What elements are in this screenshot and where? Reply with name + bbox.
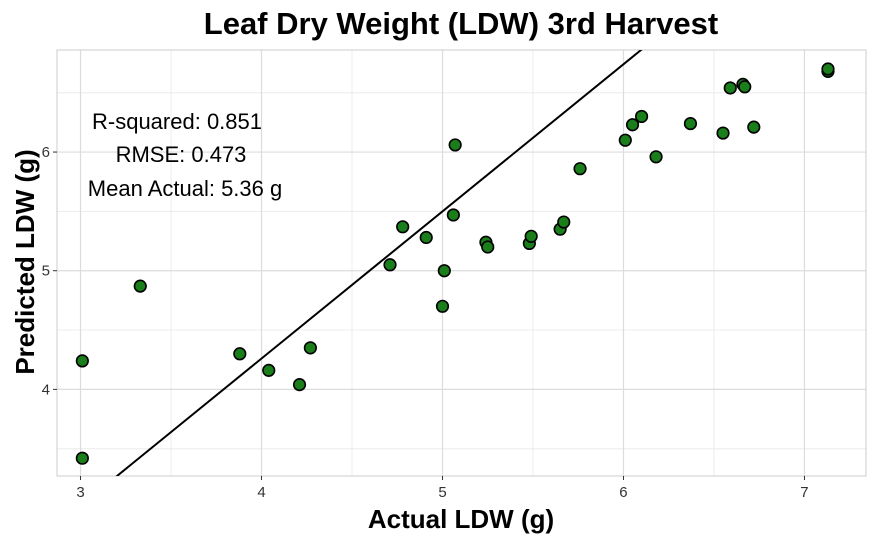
data-point-27 <box>723 81 737 95</box>
data-point-29 <box>738 80 752 94</box>
data-point-3 <box>233 347 247 361</box>
data-point-20 <box>573 162 587 176</box>
data-point-8 <box>396 220 410 234</box>
data-point-30 <box>747 120 761 134</box>
data-point-4 <box>262 363 276 377</box>
plot-area <box>75 50 835 476</box>
annotation-mean-actual: Mean Actual: 5.36 g <box>88 176 282 201</box>
annotation-rmse: RMSE: 0.473 <box>116 142 247 167</box>
data-point-13 <box>448 138 462 152</box>
tick-labels: 3 4 5 6 7 4 5 6 <box>42 144 809 501</box>
data-point-32 <box>821 62 835 76</box>
fit-line <box>115 50 643 476</box>
data-point-19 <box>557 215 571 229</box>
minor-gridlines <box>57 50 866 476</box>
data-point-17 <box>524 229 538 243</box>
y-tick-label: 5 <box>42 263 50 280</box>
plot-panel-border <box>56 49 867 477</box>
data-point-23 <box>634 109 649 124</box>
data-point-24 <box>649 150 663 164</box>
x-tick-label: 6 <box>619 484 627 501</box>
data-point-21 <box>618 133 632 147</box>
data-point-7 <box>383 258 397 272</box>
data-point-26 <box>716 126 730 140</box>
data-point-9 <box>419 230 433 245</box>
y-tick-label: 6 <box>42 144 50 161</box>
data-point-22 <box>625 118 640 132</box>
chart-title: Leaf Dry Weight (LDW) 3rd Harvest <box>204 6 718 41</box>
data-point-5 <box>292 378 307 392</box>
x-tick-label: 5 <box>438 484 446 501</box>
data-point-6 <box>303 341 317 355</box>
data-point-1 <box>75 354 89 368</box>
data-point-2 <box>133 279 147 293</box>
annotation-r-squared: R-squared: 0.851 <box>92 109 262 134</box>
data-points <box>75 62 835 465</box>
x-axis-title: Actual LDW (g) <box>368 504 554 534</box>
data-point-11 <box>437 264 451 278</box>
data-point-10 <box>435 299 450 313</box>
data-point-15 <box>481 240 495 254</box>
data-point-0 <box>75 451 89 465</box>
y-tick-label: 4 <box>42 381 50 398</box>
x-tick-label: 7 <box>800 484 808 501</box>
data-point-25 <box>683 116 698 131</box>
x-tick-label: 3 <box>76 484 84 501</box>
data-point-12 <box>446 208 460 222</box>
x-tick-label: 4 <box>257 484 265 501</box>
axis-ticks <box>53 151 805 480</box>
major-gridlines <box>57 50 866 476</box>
y-axis-title: Predicted LDW (g) <box>10 149 40 374</box>
